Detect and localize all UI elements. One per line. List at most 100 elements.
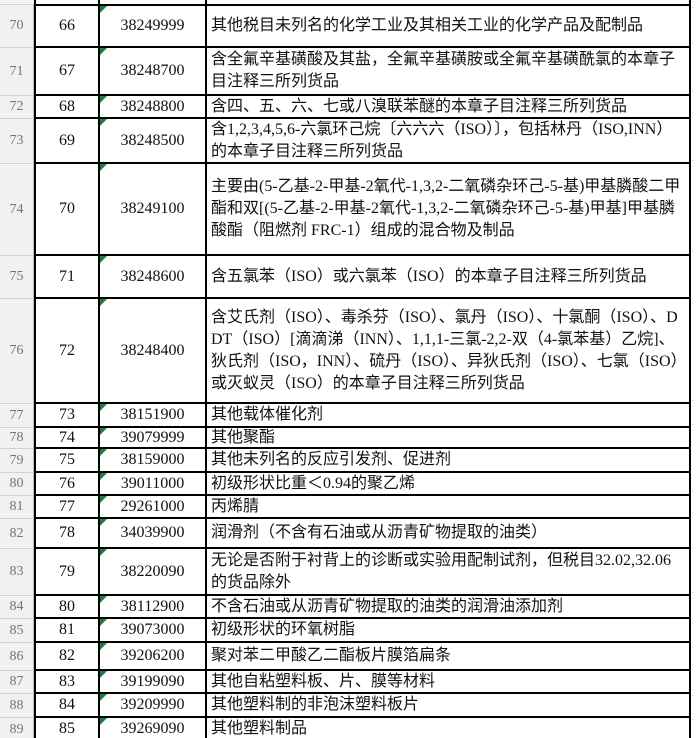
row-number-cell[interactable]: 84 — [0, 596, 34, 619]
seq-cell-text: 78 — [59, 524, 75, 541]
row-number-cell[interactable]: 81 — [0, 496, 34, 519]
hs-code-cell[interactable]: 38248500 — [100, 119, 207, 164]
hs-code-cell[interactable]: 38249999 — [100, 4, 207, 48]
description-cell[interactable]: 其他塑料制的非泡沫塑料板片 — [207, 694, 691, 718]
row-number-cell[interactable]: 85 — [0, 619, 34, 643]
hs-code-cell[interactable]: 38159000 — [100, 449, 207, 473]
hs-code-cell[interactable]: 34039900 — [100, 519, 207, 549]
seq-cell[interactable]: 66 — [34, 4, 100, 48]
seq-cell[interactable]: 73 — [34, 404, 100, 428]
error-indicator-triangle-icon — [100, 256, 107, 263]
hs-code-cell[interactable]: 39011000 — [100, 473, 207, 496]
description-cell-text: 其他未列名的反应引发剂、促进剂 — [211, 451, 452, 468]
seq-cell[interactable]: 79 — [34, 549, 100, 596]
seq-cell[interactable]: 78 — [34, 519, 100, 549]
seq-cell[interactable]: 72 — [34, 299, 100, 404]
seq-cell[interactable]: 76 — [34, 473, 100, 496]
row-number-cell[interactable]: 76 — [0, 299, 34, 404]
seq-cell-text: 67 — [59, 62, 75, 79]
hs-code-cell[interactable]: 38248400 — [100, 299, 207, 404]
description-cell[interactable]: 聚对苯二甲酸乙二酯板片膜箔扁条 — [207, 643, 691, 671]
hs-code-cell[interactable]: 38248700 — [100, 48, 207, 96]
row-number-cell[interactable]: 75 — [0, 256, 34, 299]
seq-cell[interactable]: 75 — [34, 449, 100, 473]
seq-cell[interactable]: 85 — [34, 718, 100, 738]
seq-cell[interactable]: 68 — [34, 96, 100, 119]
seq-cell[interactable]: 84 — [34, 694, 100, 718]
seq-cell-text: 74 — [59, 428, 75, 446]
description-cell[interactable]: 含四、五、六、七或八溴联苯醚的本章子目注释三所列货品 — [207, 96, 691, 119]
description-cell[interactable]: 不含石油或从沥青矿物提取的油类的润滑油添加剂 — [207, 596, 691, 619]
seq-cell[interactable]: 67 — [34, 48, 100, 96]
seq-cell[interactable]: 74 — [34, 428, 100, 449]
description-cell[interactable]: 其他未列名的反应引发剂、促进剂 — [207, 449, 691, 473]
row-number-cell[interactable]: 77 — [0, 404, 34, 428]
description-cell[interactable]: 其他塑料制品 — [207, 718, 691, 738]
row-number-cell-text: 84 — [9, 599, 24, 614]
description-cell[interactable]: 其他载体催化剂 — [207, 404, 691, 428]
seq-cell[interactable]: 81 — [34, 619, 100, 643]
seq-cell[interactable]: 83 — [34, 671, 100, 694]
row-number-cell-text: 71 — [9, 63, 24, 79]
row-number-cell-text: 74 — [9, 201, 24, 217]
row-number-cell[interactable]: 86 — [0, 643, 34, 671]
hs-code-cell[interactable]: 38151900 — [100, 404, 207, 428]
hs-code-cell[interactable]: 39199090 — [100, 671, 207, 694]
grid-border-sliver — [205, 0, 207, 4]
row-number-cell-text: 86 — [9, 648, 24, 664]
description-cell[interactable]: 初级形状比重＜0.94的聚乙烯 — [207, 473, 691, 496]
error-indicator-triangle-icon — [100, 48, 107, 55]
row-number-cell[interactable]: 87 — [0, 671, 34, 694]
description-cell[interactable]: 其他自粘塑料板、片、膜等材料 — [207, 671, 691, 694]
hs-code-cell[interactable]: 39209990 — [100, 694, 207, 718]
description-cell-text: 其他聚酯 — [211, 428, 276, 446]
hs-code-cell[interactable]: 38249100 — [100, 164, 207, 256]
row-number-cell[interactable]: 74 — [0, 164, 34, 256]
row-number-cell[interactable]: 83 — [0, 549, 34, 596]
error-indicator-triangle-icon — [100, 449, 107, 456]
hs-code-cell[interactable]: 29261000 — [100, 496, 207, 519]
description-cell[interactable]: 其他税目未列名的化学工业及其相关工业的化学产品及配制品 — [207, 4, 691, 48]
hs-code-cell[interactable]: 39206200 — [100, 643, 207, 671]
hs-code-cell[interactable]: 39079999 — [100, 428, 207, 449]
row-number-cell[interactable]: 71 — [0, 48, 34, 96]
description-cell-text: 丙烯腈 — [211, 497, 260, 515]
row-number-cell[interactable]: 89 — [0, 718, 34, 738]
row-number-cell[interactable]: 70 — [0, 4, 34, 48]
description-cell[interactable]: 含1,2,3,4,5,6-六氯环己烷〔六六六（ISO）〕，包括林丹（ISO,IN… — [207, 119, 691, 164]
description-cell-text: 聚对苯二甲酸乙二酯板片膜箔扁条 — [211, 647, 452, 664]
seq-cell[interactable]: 71 — [34, 256, 100, 299]
row-number-cell[interactable]: 82 — [0, 519, 34, 549]
seq-cell-text: 68 — [59, 97, 75, 115]
description-cell[interactable]: 其他聚酯 — [207, 428, 691, 449]
description-cell[interactable]: 含艾氏剂（ISO）、毒杀芬（ISO）、氯丹（ISO）、十氯酮（ISO）、DDT（… — [207, 299, 691, 404]
hs-code-cell-text: 38248600 — [120, 267, 185, 285]
hs-code-cell[interactable]: 38248800 — [100, 96, 207, 119]
description-cell[interactable]: 主要由(5-乙基-2-甲基-2氧代-1,3,2-二氧磷杂环己-5-基)甲基膦酸二… — [207, 164, 691, 256]
seq-cell[interactable]: 70 — [34, 164, 100, 256]
description-cell[interactable]: 含全氟辛基磺酸及其盐，全氟辛基磺胺或全氟辛基磺酰氯的本章子目注释三所列货品 — [207, 48, 691, 96]
seq-cell[interactable]: 80 — [34, 596, 100, 619]
description-cell[interactable]: 丙烯腈 — [207, 496, 691, 519]
seq-cell[interactable]: 69 — [34, 119, 100, 164]
hs-code-cell-text: 39206200 — [120, 647, 185, 664]
seq-cell[interactable]: 77 — [34, 496, 100, 519]
seq-cell[interactable]: 82 — [34, 643, 100, 671]
description-cell[interactable]: 含五氯苯（ISO）或六氯苯（ISO）的本章子目注释三所列货品 — [207, 256, 691, 299]
row-number-cell[interactable]: 73 — [0, 119, 34, 164]
description-cell[interactable]: 润滑剂（不含有石油或从沥青矿物提取的油类） — [207, 519, 691, 549]
hs-code-cell-text: 39269090 — [120, 720, 185, 737]
row-number-cell[interactable]: 79 — [0, 449, 34, 473]
row-number-cell[interactable]: 78 — [0, 428, 34, 449]
hs-code-cell[interactable]: 38248600 — [100, 256, 207, 299]
row-number-cell[interactable]: 80 — [0, 473, 34, 496]
description-cell[interactable]: 无论是否附于衬背上的诊断或实验用配制试剂，但税目32.02,32.06的货品除外 — [207, 549, 691, 596]
row-number-cell[interactable]: 72 — [0, 96, 34, 119]
description-cell[interactable]: 初级形状的环氧树脂 — [207, 619, 691, 643]
hs-code-cell[interactable]: 38220090 — [100, 549, 207, 596]
row-number-cell[interactable]: 88 — [0, 694, 34, 718]
hs-code-cell[interactable]: 38112900 — [100, 596, 207, 619]
hs-code-cell[interactable]: 39269090 — [100, 718, 207, 738]
hs-code-cell-text: 39011000 — [120, 474, 185, 492]
hs-code-cell[interactable]: 39073000 — [100, 619, 207, 643]
